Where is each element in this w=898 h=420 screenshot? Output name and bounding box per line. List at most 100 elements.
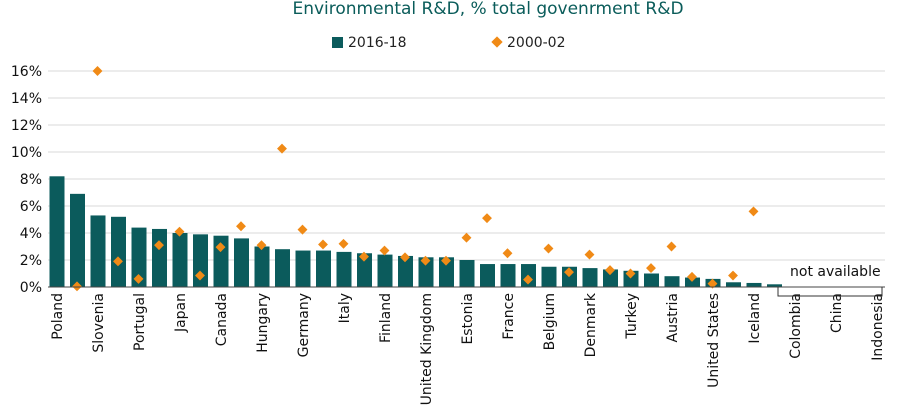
y-tick-label: 14% [11,91,42,107]
legend-swatch-2016-18 [332,37,343,48]
x-axis-labels: Poland Slovenia Portugal Japan Canada Hungary… [50,292,886,405]
marker-2000-02 [297,224,308,235]
marker-2000-02 [523,274,533,285]
marker-2000-02 [605,265,615,276]
y-tick-label: 0% [20,280,42,296]
x-tick-label: Finland [378,293,394,343]
legend-marker-2000-02 [491,36,503,48]
x-tick-label: Hungary [255,293,271,353]
bar-2016-18 [90,215,106,287]
bar-2016-18 [644,273,659,287]
legend-label-2000-02: 2000-02 [507,35,566,51]
marker-2000-02 [92,66,103,76]
marker-2000-02 [502,248,513,259]
x-tick-label: Indonesia [870,293,886,361]
bar-2016-18 [398,255,413,287]
x-tick-label: Canada [214,293,230,346]
bar-2016-18 [111,216,126,287]
marker-2000-02 [482,213,492,224]
x-tick-label: Belgium [542,293,558,350]
bar-2016-18 [418,257,434,287]
marker-2000-02 [277,143,287,154]
bar-2016-18 [480,264,495,287]
bar-2016-18 [377,254,393,287]
marker-2000-02 [420,255,431,266]
marker-2000-02 [707,278,718,289]
legend-label-2016-18: 2016-18 [348,35,407,51]
bar-2016-18 [459,260,475,287]
bar-2016-18 [70,193,85,287]
y-tick-label: 16% [11,64,42,80]
marker-2000-02 [154,240,164,251]
x-tick-label: Japan [173,293,189,333]
not-available-text: not available [790,264,881,280]
bar-2016-18 [316,250,331,287]
marker-2000-02 [379,245,390,256]
not-available-note: not available [777,264,883,297]
marker-2000-02 [133,273,144,284]
bar-2016-18 [336,251,352,287]
x-tick-label: Austria [665,293,681,342]
marker-2000-02 [625,268,636,279]
marker-2000-02 [256,240,267,251]
bar-2016-18 [767,284,782,287]
not-available-bracket [777,287,883,297]
y-tick-label: 2% [20,253,42,269]
x-tick-label: Colombia [788,293,804,359]
bar-2016-18 [746,282,762,287]
y-tick-label: 8% [20,172,42,188]
marker-2000-02 [441,255,451,266]
x-tick-label: United States [706,293,722,388]
marker-2000-02 [215,242,226,253]
y-axis-ticks: 0% 2% 4% 6% 8% 10% 12% 14% 16% [11,64,42,296]
bar-2016-18 [234,238,249,287]
marker-2000-02 [338,238,349,249]
x-tick-label: France [501,293,517,340]
bar-2016-18 [685,277,700,287]
y-tick-label: 6% [20,199,42,215]
bar-2016-18 [152,228,167,287]
bar-2016-18 [172,233,188,287]
marker-2000-02 [666,241,677,252]
bar-2016-18 [295,250,311,287]
gridlines [48,70,885,261]
x-tick-label: Italy [337,293,353,323]
bar-2016-18 [500,264,516,287]
bar-2016-18 [131,227,147,287]
x-tick-label: Estonia [460,293,476,345]
marker-2000-02 [564,267,574,278]
marker-2000-02 [748,206,759,217]
bar-2016-18 [357,253,372,287]
bar-2016-18 [664,276,680,287]
x-tick-label: Germany [296,293,312,357]
y-tick-label: 10% [11,145,42,161]
marker-2000-02 [687,271,697,282]
bar-2016-18 [541,266,557,287]
marker-2000-02 [728,270,738,281]
x-tick-label: Turkey [624,293,640,340]
y-tick-label: 12% [11,118,42,134]
bar-2016-18 [275,249,290,287]
x-tick-label: China [829,293,845,333]
marker-2000-02 [174,226,185,237]
x-tick-label: United Kingdom [419,293,435,405]
marker-2000-02 [400,252,410,263]
marker-2000-02 [543,243,554,254]
y-tick-label: 4% [20,226,42,242]
x-tick-label: Denmark [583,292,599,357]
x-tick-label: Portugal [132,293,148,351]
legend: 2016-18 2000-02 [332,35,566,51]
marker-2000-02 [318,239,328,250]
bar-2016-18 [254,246,270,287]
chart-title: Environmental R&D, % total govenrment R&… [292,0,683,19]
bar-2016-18 [49,176,65,287]
marker-2000-02 [584,249,595,260]
marker-2000-02 [236,221,246,232]
bar-2016-18 [439,257,454,287]
x-tick-label: Poland [50,293,66,340]
bar-series-2016-18 [49,176,782,287]
bar-2016-18 [603,269,618,287]
bar-2016-18 [582,268,598,287]
marker-2000-02 [461,232,472,243]
